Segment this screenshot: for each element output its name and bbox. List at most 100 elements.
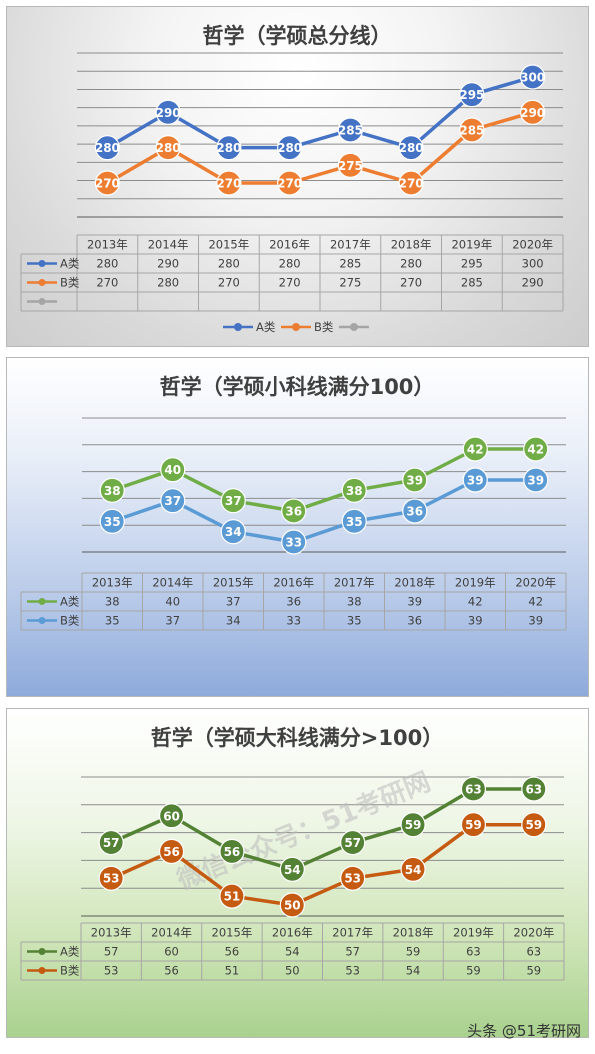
table-cell-value: 39 xyxy=(407,595,422,609)
data-point xyxy=(459,117,485,143)
table-cell-value: 42 xyxy=(528,595,543,609)
table-header-year: 2018年 xyxy=(394,576,435,590)
table-cell-value: 295 xyxy=(461,257,483,271)
data-label: 39 xyxy=(527,474,544,488)
data-label: 54 xyxy=(405,863,422,877)
table-cell-value: 63 xyxy=(466,945,481,959)
table-cell-value: 285 xyxy=(339,257,361,271)
data-label: 280 xyxy=(399,141,424,155)
data-point xyxy=(98,865,124,891)
footer-attribution: 头条 @51考研网 xyxy=(467,1022,581,1040)
chart-panel-total: 哲学（学硕总分线） 2013年 2014年 2015年 2016年 2017年 2018年 2… xyxy=(6,6,589,347)
table-legend-marker xyxy=(38,298,46,305)
data-label: 290 xyxy=(156,106,181,120)
legend-marker xyxy=(350,323,358,331)
table-cell-value: 36 xyxy=(407,614,422,628)
data-label: 59 xyxy=(405,818,422,832)
table-header-year: 2020年 xyxy=(512,238,553,252)
table-cell-value: 270 xyxy=(218,276,240,290)
data-label: 50 xyxy=(284,899,301,913)
legend-label: B类 xyxy=(314,320,334,334)
table-cell-value: 280 xyxy=(157,276,179,290)
chart-panel-small-subject: 哲学（学硕小科线满分100） 2013年 2014年 2015年 2016年 2017年 2… xyxy=(6,357,589,697)
table-cell-value: 275 xyxy=(339,276,361,290)
data-label: 280 xyxy=(95,141,120,155)
table-cell-value: 56 xyxy=(225,945,240,959)
data-point xyxy=(523,467,549,493)
table-cell-value: 280 xyxy=(279,257,301,271)
table-cell-value: 38 xyxy=(105,595,120,609)
table-cell-value: 270 xyxy=(279,276,301,290)
data-point xyxy=(155,135,181,161)
data-label: 285 xyxy=(338,124,363,138)
table-series-name: A类 xyxy=(60,945,80,959)
data-point xyxy=(216,170,242,196)
data-label: 270 xyxy=(95,177,120,191)
data-point xyxy=(220,519,246,545)
table-cell-value: 54 xyxy=(406,964,421,978)
data-point xyxy=(400,812,426,838)
table-series-name: A类 xyxy=(60,257,80,271)
data-label: 300 xyxy=(520,71,545,85)
table-cell-value: 56 xyxy=(164,964,179,978)
data-label: 270 xyxy=(399,177,424,191)
table-cell-value: 54 xyxy=(285,945,300,959)
table-cell-value: 36 xyxy=(286,595,301,609)
data-label: 38 xyxy=(346,484,363,498)
data-label: 39 xyxy=(406,474,423,488)
table-cell-value: 300 xyxy=(522,257,544,271)
table-header-year: 2013年 xyxy=(92,576,133,590)
table-series-name: B类 xyxy=(60,276,80,290)
data-label: 37 xyxy=(225,494,242,508)
table-cell-value: 40 xyxy=(165,595,180,609)
table-cell-value: 42 xyxy=(468,595,483,609)
table-cell-value: 37 xyxy=(165,614,180,628)
data-label: 280 xyxy=(156,141,181,155)
data-point xyxy=(99,508,125,534)
data-label: 275 xyxy=(338,159,363,173)
table-header-year: 2017年 xyxy=(332,926,373,940)
data-point xyxy=(337,117,363,143)
data-point xyxy=(94,135,120,161)
table-header-year: 2015年 xyxy=(208,238,249,252)
data-point xyxy=(216,135,242,161)
table-cell-value: 280 xyxy=(218,257,240,271)
legend-marker xyxy=(234,323,242,331)
table-cell-value: 39 xyxy=(468,614,483,628)
table-cell-value: 270 xyxy=(96,276,118,290)
data-point xyxy=(158,838,185,865)
data-label: 60 xyxy=(163,809,180,823)
data-point xyxy=(520,99,546,125)
data-label: 56 xyxy=(163,845,180,859)
data-point xyxy=(402,498,428,524)
data-point xyxy=(460,812,487,838)
data-point xyxy=(94,170,120,196)
data-label: 280 xyxy=(216,141,241,155)
table-cell-value: 63 xyxy=(526,945,541,959)
table-header-year: 2019年 xyxy=(451,238,492,252)
data-label: 33 xyxy=(285,536,302,550)
table-cell-value: 57 xyxy=(104,945,119,959)
table-header-year: 2016年 xyxy=(269,238,310,252)
table-cell-value: 57 xyxy=(345,945,360,959)
table-legend-marker xyxy=(38,617,46,624)
table-header-year: 2013年 xyxy=(87,238,128,252)
table-cell-value: 39 xyxy=(528,614,543,628)
chart-title: 哲学（学硕大科线满分>100） xyxy=(151,726,443,750)
table-header-year: 2015年 xyxy=(213,576,254,590)
data-point xyxy=(340,865,366,891)
table-legend-marker xyxy=(38,598,46,605)
data-label: 40 xyxy=(164,463,181,477)
table-header-year: 2014年 xyxy=(152,576,193,590)
data-point xyxy=(462,467,488,493)
data-point xyxy=(402,467,428,493)
data-label: 63 xyxy=(525,783,542,797)
data-label: 56 xyxy=(224,845,241,859)
data-point xyxy=(341,508,367,534)
table-header-year: 2018年 xyxy=(393,926,434,940)
table-header-year: 2016年 xyxy=(272,926,313,940)
table-header-year: 2016年 xyxy=(273,576,314,590)
legend-marker xyxy=(292,323,300,331)
data-label: 270 xyxy=(216,177,241,191)
